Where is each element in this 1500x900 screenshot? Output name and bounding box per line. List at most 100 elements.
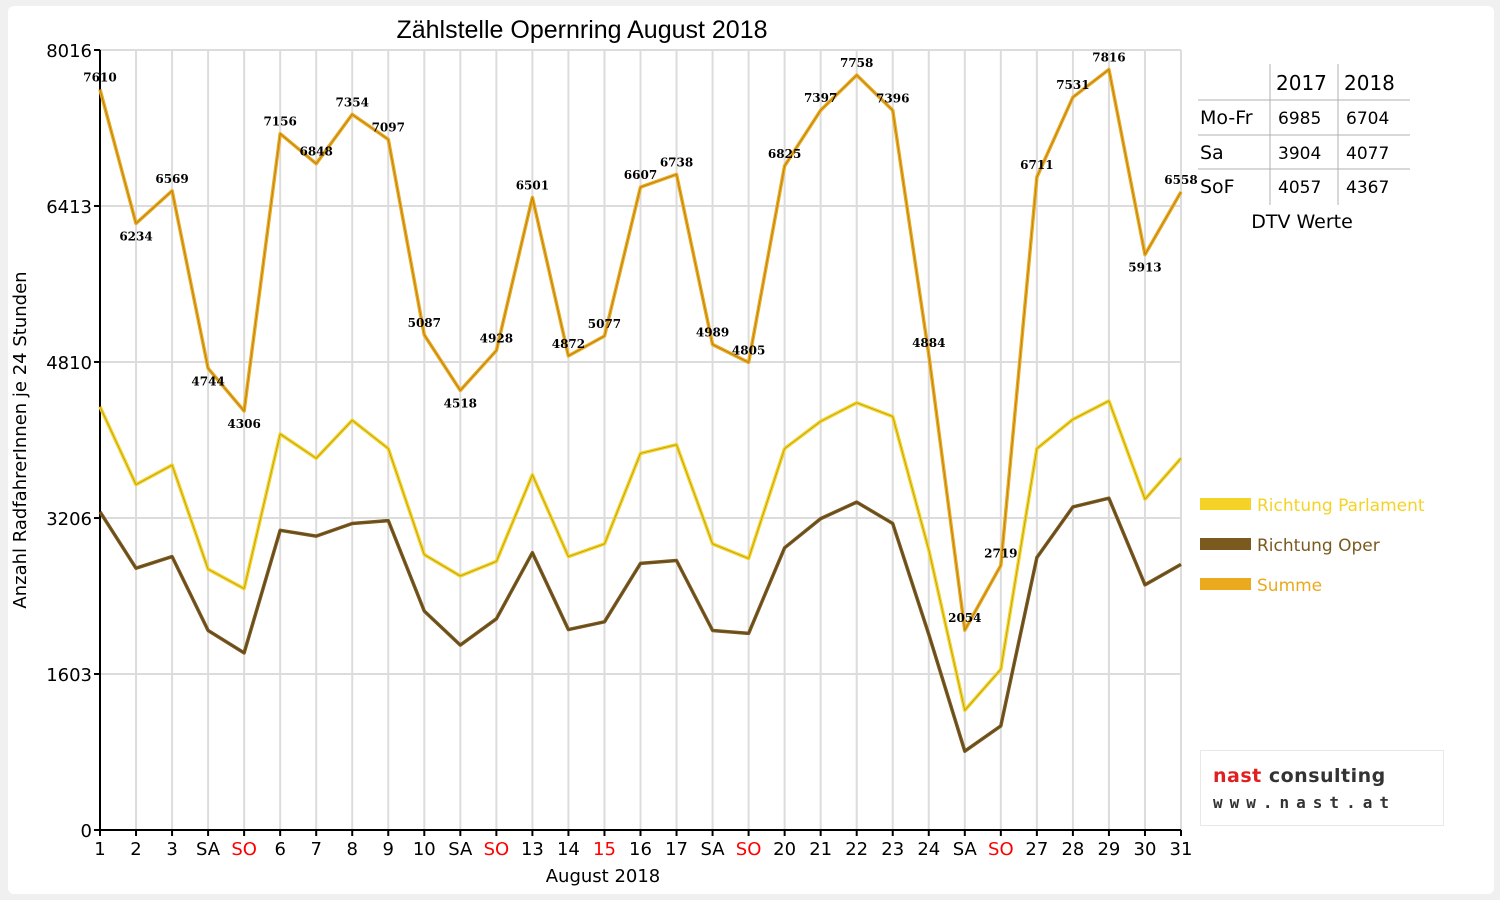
data-label: 7097 bbox=[372, 120, 405, 134]
data-label: 5077 bbox=[588, 317, 621, 331]
data-label: 7816 bbox=[1092, 50, 1125, 64]
table-row-label: Mo-Fr bbox=[1200, 107, 1253, 129]
x-tick-label: 13 bbox=[521, 839, 544, 860]
x-tick-label: 15 bbox=[593, 839, 616, 860]
logo-word-consulting: consulting bbox=[1261, 765, 1386, 787]
series-line-edge-summe bbox=[99, 69, 1182, 631]
table-row-label: Sa bbox=[1200, 142, 1224, 164]
y-axis-label: Anzahl RadfahrerInnen je 24 Stunden bbox=[10, 271, 31, 608]
x-tick-label: SA bbox=[953, 839, 978, 860]
table-cell: 6985 bbox=[1278, 109, 1321, 129]
data-label: 7396 bbox=[876, 91, 909, 105]
table-row-label: SoF bbox=[1200, 176, 1235, 198]
data-label: 6234 bbox=[119, 229, 152, 243]
x-axis-label: August 2018 bbox=[546, 866, 661, 887]
x-tick-label: 9 bbox=[383, 839, 394, 860]
data-label: 4884 bbox=[912, 336, 945, 350]
data-label: 6848 bbox=[299, 145, 332, 159]
data-label: 6738 bbox=[660, 155, 693, 169]
x-tick-label: 8 bbox=[347, 839, 358, 860]
data-label: 7354 bbox=[336, 95, 369, 109]
y-tick-label: 1603 bbox=[46, 665, 92, 686]
x-tick-label: SA bbox=[196, 839, 221, 860]
legend-label: Summe bbox=[1257, 576, 1322, 596]
data-label: 6711 bbox=[1020, 158, 1053, 172]
data-label: 7397 bbox=[804, 91, 837, 105]
data-label: 7610 bbox=[83, 71, 116, 85]
data-label: 7758 bbox=[840, 56, 873, 70]
table-cell: 4077 bbox=[1346, 144, 1389, 164]
x-tick-label: 10 bbox=[413, 839, 436, 860]
data-label: 7531 bbox=[1056, 78, 1089, 92]
legend-label: Richtung Oper bbox=[1257, 536, 1380, 556]
data-label: 4989 bbox=[696, 326, 729, 340]
x-tick-label: 21 bbox=[809, 839, 832, 860]
logo-word-nast: nast bbox=[1213, 765, 1262, 787]
x-tick-label: 2 bbox=[130, 839, 141, 860]
nast-consulting-logo: nast consulting www.nast.at bbox=[1200, 750, 1444, 826]
data-label: 6569 bbox=[155, 172, 188, 186]
series-line-richtung-oper bbox=[98, 496, 1182, 753]
data-label: 4518 bbox=[444, 396, 477, 410]
table-header-cell: 2017 bbox=[1276, 71, 1327, 95]
data-label: 4928 bbox=[480, 331, 513, 345]
x-tick-label: SO bbox=[988, 839, 1014, 860]
x-tick-label: SO bbox=[484, 839, 510, 860]
x-tick-label: 14 bbox=[557, 839, 580, 860]
data-label: 6501 bbox=[516, 178, 549, 192]
x-tick-label: 23 bbox=[881, 839, 904, 860]
x-tick-label: 31 bbox=[1170, 839, 1193, 860]
data-label: 5913 bbox=[1128, 261, 1161, 275]
x-tick-label: SA bbox=[448, 839, 473, 860]
series-layer bbox=[98, 67, 1183, 753]
logo-wordmark: nast consulting bbox=[1213, 765, 1386, 787]
y-tick-label: 0 bbox=[81, 821, 92, 842]
legend-label: Richtung Parlament bbox=[1257, 496, 1425, 516]
table-header-cell: 2018 bbox=[1344, 71, 1395, 95]
table-cell: 3904 bbox=[1278, 144, 1321, 164]
y-tick-label: 3206 bbox=[46, 509, 92, 530]
legend-swatch bbox=[1200, 578, 1251, 590]
table-caption: DTV Werte bbox=[1251, 211, 1353, 233]
data-label: 5087 bbox=[408, 316, 441, 330]
table-cell: 4367 bbox=[1346, 178, 1389, 198]
y-tick-label: 8016 bbox=[46, 41, 92, 62]
data-label: 4805 bbox=[732, 343, 765, 357]
y-tick-label: 4810 bbox=[46, 353, 92, 374]
series-line-edge-richtung-oper bbox=[99, 497, 1182, 752]
legend: Richtung Parlament Richtung Oper Summe bbox=[1200, 496, 1425, 596]
data-label: 4306 bbox=[227, 417, 260, 431]
dtv-table: 2017 2018 Mo-Fr 6985 6704 Sa 3904 4077 SoF 4057 43… bbox=[1198, 64, 1410, 233]
x-tick-label: 24 bbox=[917, 839, 940, 860]
x-tick-label: SO bbox=[736, 839, 762, 860]
data-label: 7156 bbox=[263, 115, 296, 129]
data-label: 2719 bbox=[984, 546, 1017, 560]
x-tick-label: SA bbox=[701, 839, 726, 860]
chart-title: Zählstelle Opernring August 2018 bbox=[396, 16, 767, 44]
x-tick-label: 17 bbox=[665, 839, 688, 860]
x-tick-label: 27 bbox=[1025, 839, 1048, 860]
legend-swatch bbox=[1200, 498, 1251, 510]
x-tick-label: 6 bbox=[274, 839, 285, 860]
series-line-summe bbox=[98, 67, 1183, 632]
x-tick-label: 30 bbox=[1134, 839, 1157, 860]
x-tick-label: 20 bbox=[773, 839, 796, 860]
data-label: 6607 bbox=[624, 168, 657, 182]
logo-url: www.nast.at bbox=[1213, 793, 1396, 812]
x-tick-label: 22 bbox=[845, 839, 868, 860]
grid-lines bbox=[100, 49, 1182, 830]
series-line-edge-richtung-parlament bbox=[99, 400, 1182, 711]
x-tick-label: 29 bbox=[1097, 839, 1120, 860]
data-label: 2054 bbox=[948, 611, 981, 625]
x-tick-label: SO bbox=[231, 839, 257, 860]
table-cell: 6704 bbox=[1346, 109, 1389, 129]
legend-swatch bbox=[1200, 538, 1251, 550]
series-line-richtung-parlament bbox=[98, 399, 1183, 713]
x-tick-label: 16 bbox=[629, 839, 652, 860]
table-cell: 4057 bbox=[1278, 178, 1321, 198]
x-tick-label: 3 bbox=[166, 839, 177, 860]
